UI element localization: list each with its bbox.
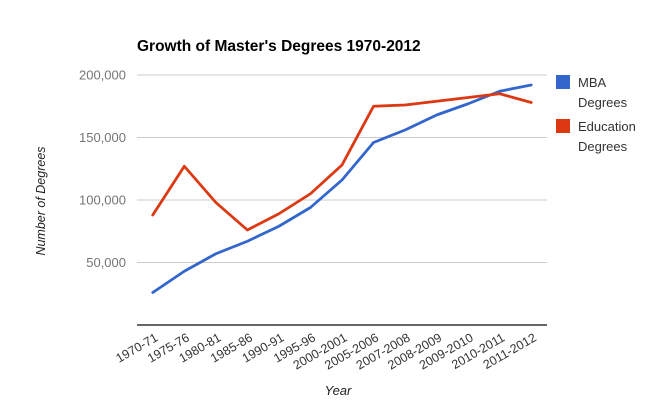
legend-label: MBA Degrees — [578, 75, 628, 110]
y-tick-label: 150,000 — [79, 130, 126, 145]
y-tick-label: 200,000 — [79, 68, 126, 83]
legend-item: MBA Degrees — [556, 73, 652, 112]
y-tick-label: 50,000 — [86, 255, 126, 270]
legend-swatch-icon — [556, 75, 570, 89]
series-line-1 — [151, 92, 533, 232]
chart-title: Growth of Master's Degrees 1970-2012 — [137, 38, 421, 55]
x-axis-title: Year — [324, 383, 352, 398]
y-tick-label: 100,000 — [79, 193, 126, 208]
y-axis-title: Number of Degrees — [34, 146, 48, 256]
legend: MBA Degrees Education Degrees — [556, 73, 652, 161]
legend-label: Education Degrees — [578, 119, 636, 154]
legend-item: Education Degrees — [556, 117, 652, 156]
series-line-0 — [151, 83, 533, 294]
legend-swatch-icon — [556, 119, 570, 133]
